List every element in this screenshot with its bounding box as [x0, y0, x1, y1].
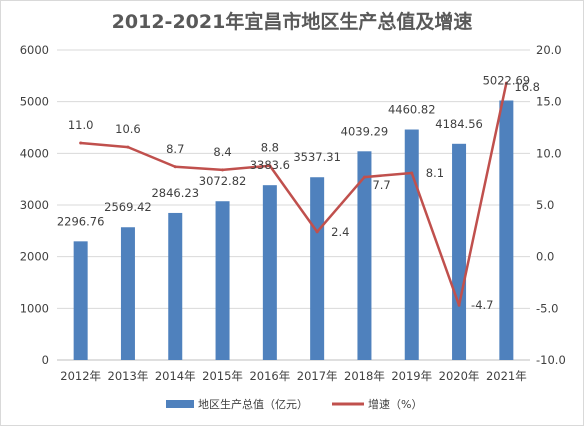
right-tick-label: -5.0 — [536, 301, 558, 315]
growth-value-label: 16.8 — [514, 80, 540, 94]
bar — [168, 212, 183, 360]
bar — [120, 227, 135, 360]
right-tick-label: 10.0 — [536, 146, 562, 160]
legend-line-label: 增速（%） — [368, 397, 422, 411]
x-tick-label: 2012年 — [60, 369, 101, 383]
bar-value-label: 4039.29 — [341, 124, 389, 138]
right-tick-label: 15.0 — [536, 95, 562, 109]
bar-value-label: 4460.82 — [388, 103, 436, 117]
x-tick-label: 2018年 — [344, 369, 385, 383]
data-labels: 2296.762569.422846.233072.823383.63537.3… — [57, 73, 540, 312]
x-tick-label: 2013年 — [108, 369, 149, 383]
bar-value-label: 3072.82 — [199, 174, 247, 188]
x-tick-label: 2020年 — [439, 369, 480, 383]
growth-point — [221, 168, 225, 172]
bar-value-label: 2296.76 — [57, 214, 105, 228]
growth-point — [79, 141, 83, 145]
growth-point — [410, 171, 414, 175]
right-tick-label: 20.0 — [536, 43, 562, 57]
growth-value-label: 8.8 — [261, 141, 279, 155]
growth-line — [80, 82, 508, 307]
bar — [357, 151, 372, 360]
bar — [73, 241, 88, 360]
growth-value-label: 7.7 — [372, 178, 390, 192]
x-tick-label: 2016年 — [249, 369, 290, 383]
growth-value-label: 10.6 — [115, 122, 141, 136]
legend: 地区生产总值（亿元） 增速（%） — [166, 397, 422, 411]
bar — [262, 185, 277, 360]
bar — [499, 100, 514, 360]
bar — [310, 177, 325, 360]
bar-value-label: 5022.69 — [483, 73, 531, 87]
growth-point — [126, 145, 130, 149]
growth-point — [315, 230, 319, 234]
growth-point — [268, 164, 272, 168]
growth-value-label: 11.0 — [68, 118, 94, 132]
x-tick-label: 2019年 — [391, 369, 432, 383]
left-tick-label: 1000 — [20, 301, 49, 315]
grid-lines — [57, 49, 530, 361]
right-tick-label: 5.0 — [536, 198, 554, 212]
bar-value-label: 2569.42 — [104, 200, 152, 214]
x-tick-label: 2021年 — [486, 369, 527, 383]
legend-bar-swatch — [166, 400, 194, 408]
right-axis-ticks: -10.0 -5.0 0.0 5.0 10.0 15.0 20.0 — [536, 43, 566, 367]
x-tick-label: 2017年 — [297, 369, 338, 383]
growth-value-label: 8.1 — [426, 166, 444, 180]
legend-bar-label: 地区生产总值（亿元） — [198, 397, 308, 411]
growth-point — [362, 175, 366, 179]
growth-point — [173, 165, 177, 169]
line-series — [79, 81, 508, 307]
x-tick-label: 2015年 — [202, 369, 243, 383]
x-axis-labels: 2012年 2013年 2014年 2015年 2016年 2017年 2018年 2019年… — [60, 369, 526, 383]
growth-point — [457, 303, 461, 307]
bar-value-label: 3383.6 — [250, 158, 290, 172]
right-tick-label: -10.0 — [536, 353, 566, 367]
growth-value-label: 8.4 — [213, 145, 231, 159]
bar — [452, 143, 467, 360]
left-tick-label: 6000 — [20, 43, 49, 57]
left-tick-label: 4000 — [20, 146, 49, 160]
growth-value-label: -4.7 — [471, 298, 493, 312]
right-tick-label: 0.0 — [536, 250, 554, 264]
growth-value-label: 2.4 — [331, 225, 349, 239]
left-tick-label: 2000 — [20, 250, 49, 264]
left-tick-label: 5000 — [20, 95, 49, 109]
bar — [404, 129, 419, 360]
chart-title: 2012-2021年宜昌市地区生产总值及增速 — [112, 10, 473, 33]
growth-point — [504, 81, 508, 85]
bar-value-label: 3537.31 — [293, 150, 341, 164]
bar-value-label: 4184.56 — [435, 117, 483, 131]
growth-value-label: 8.7 — [166, 142, 184, 156]
x-tick-label: 2014年 — [155, 369, 196, 383]
bar-value-label: 2846.23 — [151, 186, 199, 200]
left-tick-label: 3000 — [20, 198, 49, 212]
left-axis-ticks: 0 1000 2000 3000 4000 5000 6000 — [20, 43, 49, 367]
bar-series — [73, 100, 514, 360]
left-tick-label: 0 — [42, 353, 49, 367]
bar — [215, 201, 230, 360]
